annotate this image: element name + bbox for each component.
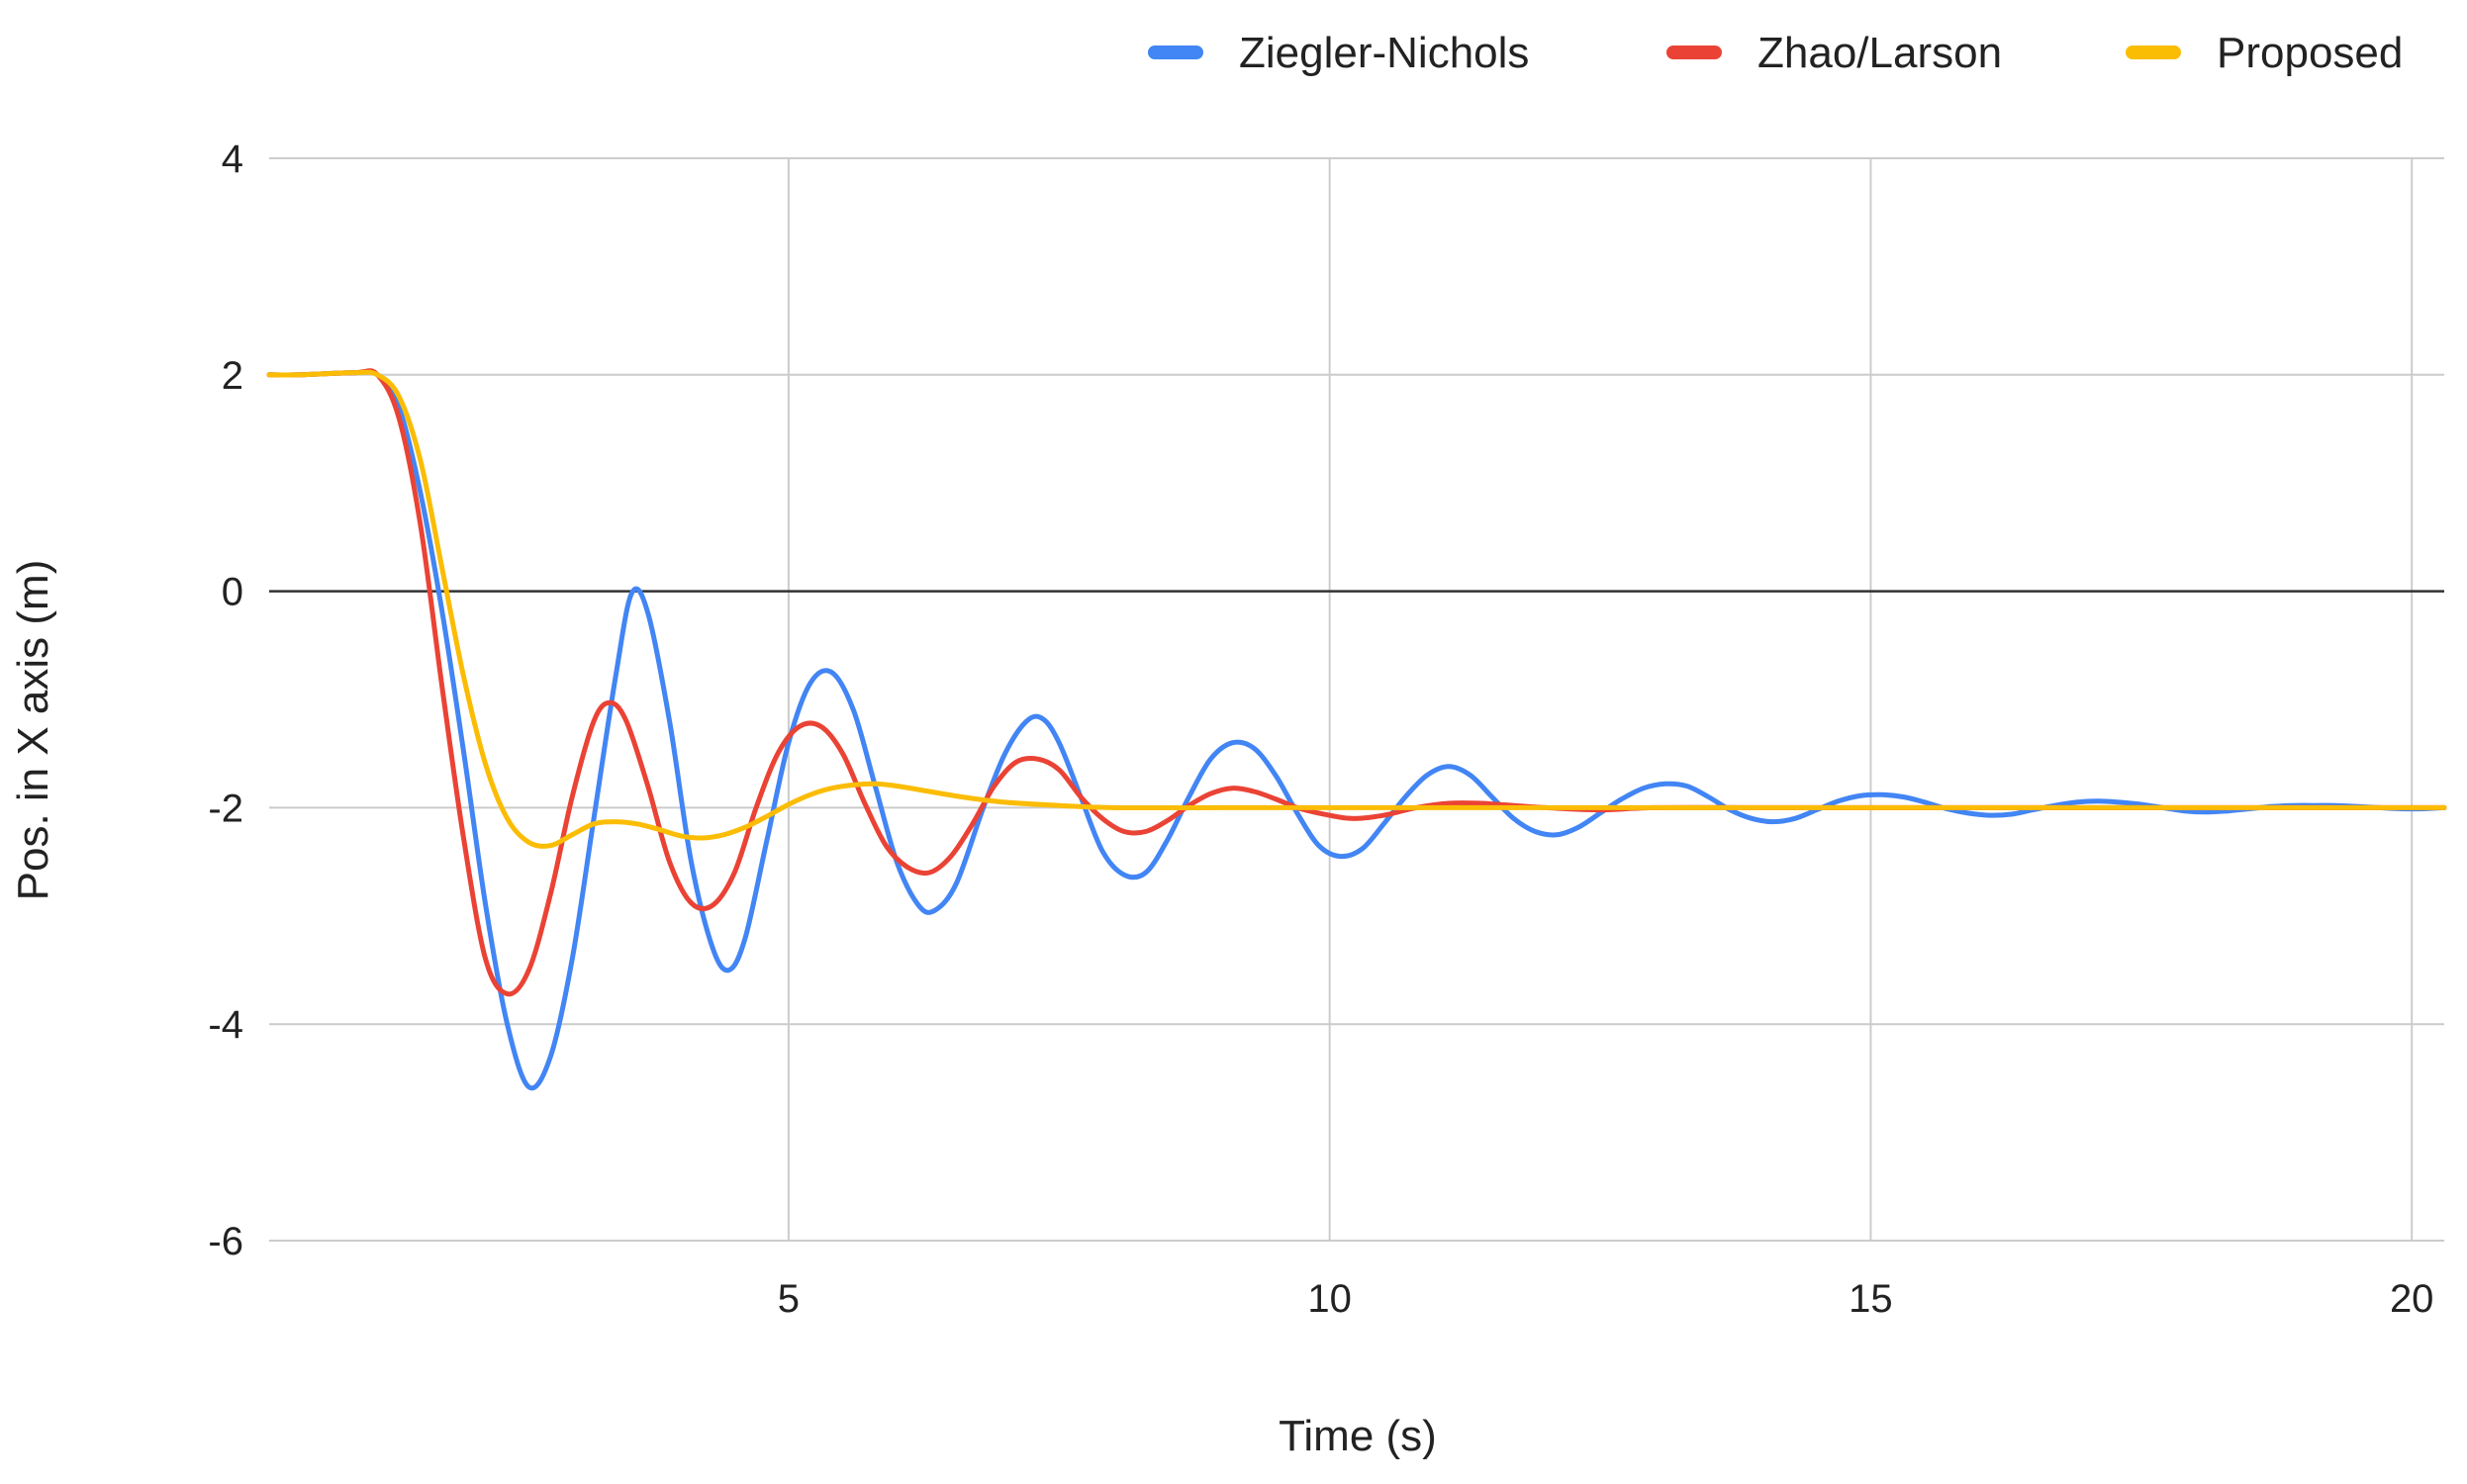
y-tick-label: -6 <box>208 1220 243 1263</box>
series-line-proposed <box>266 369 2447 849</box>
legend: Ziegler-Nichols Zhao/Larson Proposed <box>1148 29 2403 77</box>
legend-label-proposed: Proposed <box>2217 29 2403 77</box>
x-tick-label: 5 <box>778 1277 800 1321</box>
grid-lines <box>269 157 2444 1242</box>
series-line-ziegler-nichols <box>266 369 2447 1091</box>
series-line-zhao-larson <box>266 368 2447 997</box>
x-tick-label: 10 <box>1307 1277 1352 1321</box>
y-tick-labels: 4 2 0 -2 -4 -6 <box>208 138 243 1263</box>
x-axis-title: Time (s) <box>1279 1412 1437 1460</box>
y-tick-label: 0 <box>222 571 243 614</box>
legend-swatch-proposed <box>2126 46 2181 59</box>
x-tick-labels: 5 10 15 20 <box>778 1277 2434 1321</box>
y-tick-label: -4 <box>208 1003 243 1047</box>
legend-label-zhao-larson: Zhao/Larson <box>1757 29 2002 77</box>
legend-swatch-ziegler-nichols <box>1148 46 1203 59</box>
y-tick-label: 4 <box>222 138 243 181</box>
y-tick-label: -2 <box>208 787 243 830</box>
y-tick-label: 2 <box>222 354 243 398</box>
series-lines <box>266 368 2447 1091</box>
x-tick-label: 20 <box>2390 1277 2434 1321</box>
legend-label-ziegler-nichols: Ziegler-Nichols <box>1239 29 1529 77</box>
legend-swatch-zhao-larson <box>1666 46 1722 59</box>
x-tick-label: 15 <box>1849 1277 1893 1321</box>
y-axis-title: Pos. in X axis (m) <box>9 560 57 901</box>
